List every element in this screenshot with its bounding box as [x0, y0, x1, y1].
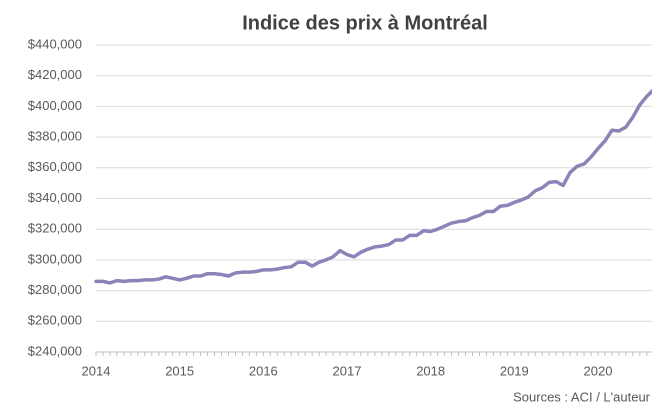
x-tick-label: 2019 — [500, 363, 529, 378]
y-tick-label: $280,000 — [28, 282, 82, 297]
x-tick-label: 2015 — [165, 363, 194, 378]
y-tick-label: $360,000 — [28, 159, 82, 174]
y-tick-label: $420,000 — [28, 67, 82, 82]
y-tick-label: $440,000 — [28, 36, 82, 51]
y-tick-label: $260,000 — [28, 313, 82, 328]
y-tick-label: $400,000 — [28, 98, 82, 113]
line-series — [94, 88, 652, 285]
source-note: Sources : ACI / L'auteur — [513, 389, 651, 404]
y-tick-label: $240,000 — [28, 343, 82, 358]
x-tick-label: 2016 — [249, 363, 278, 378]
y-tick-label: $340,000 — [28, 190, 82, 205]
y-tick-label: $320,000 — [28, 221, 82, 236]
x-tick-label: 2018 — [416, 363, 445, 378]
x-tick-label: 2017 — [333, 363, 362, 378]
x-tick-label: 2014 — [82, 363, 111, 378]
y-tick-label: $300,000 — [28, 251, 82, 266]
x-tick-label: 2020 — [584, 363, 613, 378]
y-tick-label: $380,000 — [28, 129, 82, 144]
chart-title: Indice des prix à Montréal — [242, 12, 488, 34]
